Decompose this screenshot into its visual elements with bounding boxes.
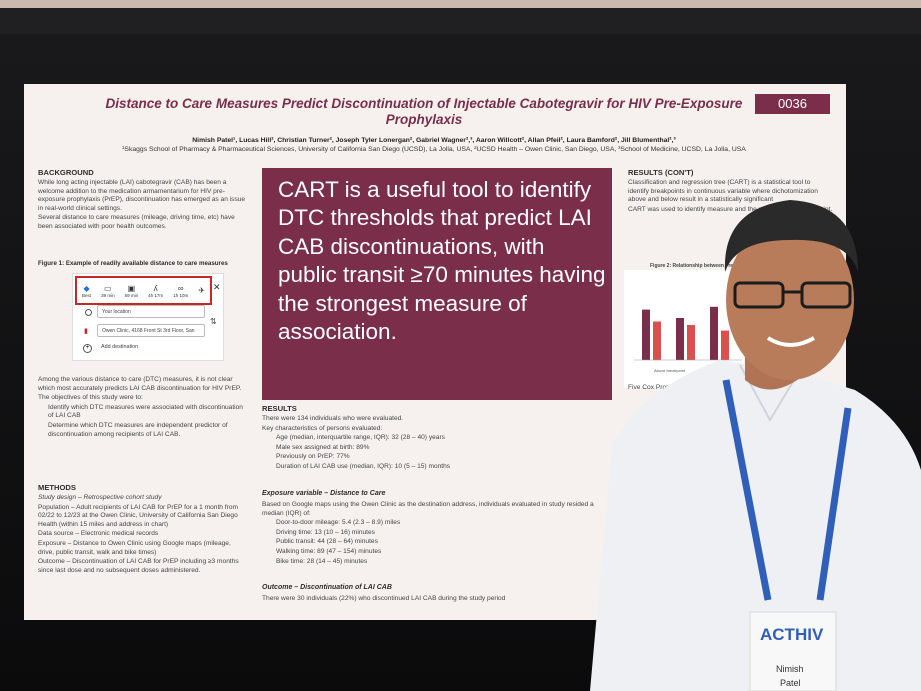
mode-bike: ∞ 1h 10m [173,283,189,298]
background-item: While long acting injectable (LAI) cabot… [38,179,246,212]
mode-walk: ʎ 4h 17m [148,283,164,298]
swap-icon: ⇅ [210,317,217,326]
results-text: There were 134 individuals who were eval… [262,415,592,473]
exposure-item: Public transit: 44 (28 – 64) minutes [276,538,378,546]
results-item: Key characteristics of persons evaluated… [262,424,383,432]
map-directions-figure: ◆ Best ▭ 39 min ▣ 59 min ʎ 4h 17m ∞ 1h 10m ✈ … [72,273,224,361]
mode-best: ◆ Best [82,283,92,298]
travel-modes-box: ◆ Best ▭ 39 min ▣ 59 min ʎ 4h 17m ∞ 1h 10m ✈ [75,276,212,305]
results-cont-item: CART was used to identify measure and th… [628,205,833,213]
methods-item: Exposure – Distance to Owen Clinic using… [38,539,231,556]
results-cont-heading: RESULTS (CON'T) [628,168,694,177]
background-item: The objectives of this study were to: [38,394,143,402]
author-list: Nimish Patel¹, Lucas Hill², Christian Tu… [192,137,676,144]
bus-icon: ▣ [127,283,136,293]
methods-text: Study design – Retrospective cohort stud… [38,494,246,576]
outcome-item: There were 30 individuals (22%) who disc… [262,595,506,602]
add-destination-label: Add destination [101,344,139,350]
mode-transit: ▣ 59 min [124,283,139,298]
results-cont-text: Classification and regression tree (CART… [628,179,833,215]
add-icon: + [83,344,92,353]
results-cont-item: Classification and regression tree (CART… [628,179,818,204]
badge-logo: ACTHIV [760,625,824,644]
mode-flight: ✈ [198,286,205,295]
car-icon: ▭ [104,283,112,293]
chart-bar [642,309,650,360]
background-item: Several distance to care measures (milea… [38,214,235,230]
exposure-intro: Based on Google maps using the Owen Clin… [262,501,594,517]
background-item: Among the various distance to care (DTC)… [38,376,242,392]
destination-field: Owen Clinic, 4168 Front St 3rd Floor, Sa… [97,324,205,337]
exposure-text: Based on Google maps using the Owen Clin… [262,501,597,567]
methods-item: Data source – Electronic medical records [38,530,159,538]
objective-item: Identify which DTC measures were associa… [48,403,243,420]
face [726,220,854,380]
name-badge [749,611,837,691]
chart-bar [653,321,661,360]
results-subitem: Previously on PrEP: 77% [276,453,350,461]
affiliation-list: ¹Skaggs School of Pharmacy & Pharmaceuti… [122,146,746,153]
results-subitem: Male sex assigned at birth: 89% [276,443,370,451]
destination-pin-icon: ▮ [84,328,88,335]
methods-heading: METHODS [38,483,76,492]
chart-bar [710,306,718,360]
hair [724,200,858,272]
results-item: There were 134 individuals who were eval… [262,415,404,422]
smile [766,336,816,347]
methods-item: Population – Adult recipients of LAI CAB… [38,503,238,528]
background-text: While long acting injectable (LAI) cabot… [38,179,246,233]
results-heading: RESULTS [262,404,297,413]
results-subitem: Age (median, interquartile range, IQR): … [276,434,445,442]
exposure-item: Door-to-door mileage: 5.4 (2.3 – 8.9) mi… [276,519,401,527]
glasses-right-lens [800,281,852,309]
objective-item: Determine which DTC measures are indepen… [48,421,228,438]
exposure-heading: Exposure variable – Distance to Care [262,490,386,497]
background-heading: BACKGROUND [38,168,94,177]
exposure-item: Driving time: 13 (10 – 16) minutes [276,528,375,536]
exposure-item: Bike time: 28 (14 – 45) minutes [276,557,368,565]
figure1-caption: Figure 1: Example of readily available d… [38,260,228,267]
origin-dot-icon [85,309,92,316]
methods-item: Study design – Retrospective cohort stud… [38,494,162,501]
plane-icon: ✈ [198,286,205,295]
key-finding-text: CART is a useful tool to identify DTC th… [278,177,606,345]
figure2-caption: Figure 2: Relationship between Frequency… [650,263,767,269]
lanyard-right [816,407,852,601]
glasses-left-lens [733,281,785,309]
key-finding-callout: CART is a useful tool to identify DTC th… [262,168,612,400]
chart-bars [642,306,729,360]
bike-icon: ∞ [177,283,184,293]
walk-icon: ʎ [153,283,158,293]
poster-authors: Nimish Patel¹, Lucas Hill², Christian Tu… [84,136,784,154]
origin-field: Your location [97,305,205,318]
outcome-heading: Outcome – Discontinuation of LAI CAB [262,584,392,591]
upper-wall-band [0,8,921,34]
close-icon: ✕ [213,282,221,292]
poster-number: 0036 [755,94,830,114]
chart-bar [721,330,729,360]
lanyard-left [722,379,772,601]
mode-car: ▭ 39 min [101,283,115,298]
chart-legend: Above breakpoint [654,368,686,373]
badge-last-name: Patel [780,678,801,688]
results-subitem: Duration of LAI CAB use (median, IQR): 1… [276,462,451,470]
diamond-icon: ◆ [83,283,90,293]
badge-first-name: Nimish [776,664,804,674]
chart-bar [687,325,695,360]
chart-bar [676,318,684,360]
exposure-item: Walking time: 89 (47 – 154) minutes [276,547,382,555]
background-text-continued: Among the various distance to care (DTC)… [38,376,246,440]
methods-item: Outcome – Discontinuation of LAI CAB for… [38,558,239,574]
ceiling-strip [0,0,921,8]
poster-title: Distance to Care Measures Predict Discon… [105,96,743,127]
